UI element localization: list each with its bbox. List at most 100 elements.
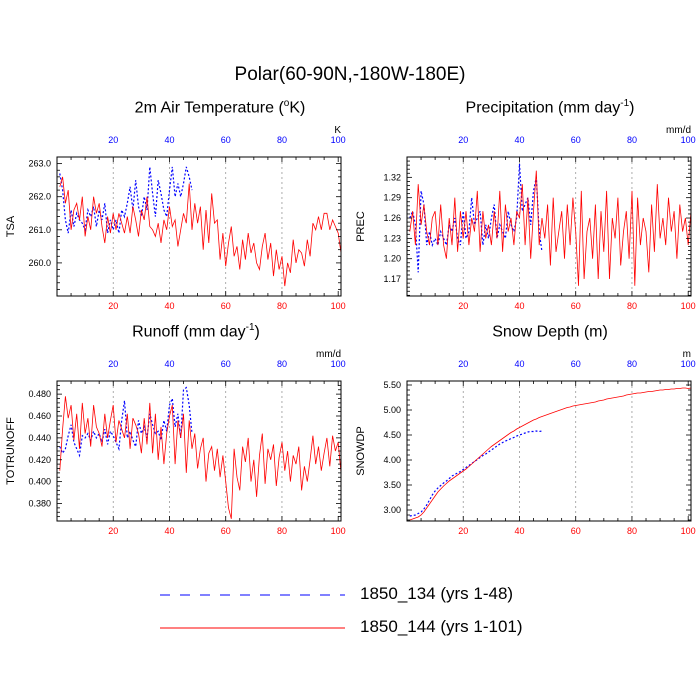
x-tick-label-top: 40 [164, 135, 174, 145]
x-tick-label: 80 [277, 526, 287, 536]
y-tick-label: 0.460 [28, 411, 51, 421]
y-axis-label: TSA [5, 215, 17, 237]
x-tick-label: 100 [681, 526, 696, 536]
y-tick-label: 5.00 [383, 405, 401, 415]
legend-label: 1850_134 (yrs 1-48) [360, 584, 514, 603]
legend [160, 594, 345, 629]
x-tick-label-top: 40 [514, 135, 524, 145]
x-tick-label-top: 80 [277, 135, 287, 145]
panel-title-snow-depth: Snow Depth (m) [440, 322, 660, 341]
y-tick-label: 5.50 [383, 380, 401, 390]
chart-panel-prec: 2020404060608080100100mm/d1.321.291.261.… [355, 125, 696, 311]
x-tick-label-top: 60 [571, 359, 581, 369]
panel-title-temperature: 2m Air Temperature (oK) [110, 98, 330, 117]
y-tick-label: 1.29 [383, 193, 401, 203]
x-tick-label: 40 [164, 526, 174, 536]
legend-entry-1850-134: 1850_134 (yrs 1-48) [360, 584, 513, 604]
panel-title-tail: ) [629, 99, 635, 117]
x-tick-label-top: 100 [331, 359, 346, 369]
x-tick-label-top: 20 [458, 135, 468, 145]
y-tick-label: 0.400 [28, 477, 51, 487]
y-tick-label: 0.480 [28, 389, 51, 399]
y-tick-label: 1.32 [383, 172, 401, 182]
x-tick-label-top: 100 [681, 135, 696, 145]
y-axis-label: SNOWDP [355, 426, 367, 476]
y-tick-label: 3.50 [383, 480, 401, 490]
x-tick-label: 100 [331, 301, 346, 311]
panel-title-superscript: -1 [245, 322, 255, 333]
x-tick-label: 60 [221, 301, 231, 311]
y-axis-label: PREC [355, 211, 367, 242]
panel-title-tail: K) [289, 99, 306, 117]
y-axis-label: TOTRUNOFF [5, 417, 17, 485]
x-tick-label: 20 [108, 526, 118, 536]
panel-title-superscript: -1 [620, 98, 630, 109]
x-tick-label: 20 [458, 526, 468, 536]
chart-panel-totrunoff: 2020404060608080100100mm/d0.4800.4600.44… [5, 349, 346, 536]
x-tick-label: 40 [514, 526, 524, 536]
y-tick-label: 260.0 [28, 258, 51, 268]
panel-title-precipitation: Precipitation (mm day-1) [440, 98, 660, 117]
x-tick-label-top: 100 [681, 359, 696, 369]
main-title: Polar(60-90N,-180W-180E) [234, 64, 466, 85]
y-tick-label: 1.17 [383, 274, 401, 284]
y-tick-label: 1.26 [383, 213, 401, 223]
series-line-1850-144 [409, 387, 692, 521]
y-tick-label: 0.440 [28, 433, 51, 443]
plot-frame [56, 156, 342, 297]
x-tick-label-top: 80 [627, 359, 637, 369]
y-tick-label: 4.00 [383, 455, 401, 465]
x-tick-label-top: 60 [221, 359, 231, 369]
x-tick-label-top: 40 [514, 359, 524, 369]
x-tick-label: 20 [108, 301, 118, 311]
panel-title-text: 2m Air Temperature ( [134, 99, 284, 117]
x-tick-label-top: 80 [627, 135, 637, 145]
y-tick-label: 262.0 [28, 192, 51, 202]
x-tick-label: 40 [164, 301, 174, 311]
series-line-1850-134 [59, 386, 193, 458]
x-tick-label-top: 40 [164, 359, 174, 369]
chart-panel-snowdp: 2020404060608080100100m5.505.004.504.003… [355, 349, 696, 536]
y-tick-label: 1.20 [383, 254, 401, 264]
panel-title-text: Runoff (mm day [132, 323, 246, 341]
x-tick-label: 80 [277, 301, 287, 311]
series-line-1850-134 [409, 163, 543, 273]
x-tick-label: 60 [221, 526, 231, 536]
x-tick-label-top: 80 [277, 359, 287, 369]
x-tick-label-top: 100 [331, 135, 346, 145]
top-axis-unit: mm/d [316, 349, 341, 360]
panel-title-tail: ) [254, 323, 260, 341]
y-tick-label: 0.420 [28, 455, 51, 465]
series-line-1850-144 [59, 396, 342, 519]
panel-title-text: Snow Depth (m) [492, 323, 608, 341]
y-tick-label: 263.0 [28, 159, 51, 169]
y-tick-label: 4.50 [383, 430, 401, 440]
x-tick-label-top: 60 [571, 135, 581, 145]
x-tick-label: 80 [627, 301, 637, 311]
x-tick-label-top: 20 [108, 135, 118, 145]
x-tick-label-top: 20 [108, 359, 118, 369]
y-tick-label: 0.380 [28, 499, 51, 509]
x-tick-label: 100 [681, 301, 696, 311]
x-tick-label: 60 [571, 301, 581, 311]
plot-frame [406, 380, 692, 522]
series-line-1850-144 [409, 170, 692, 286]
x-tick-label-top: 60 [221, 135, 231, 145]
x-tick-label: 40 [514, 301, 524, 311]
x-tick-label: 20 [458, 301, 468, 311]
x-tick-label-top: 20 [458, 359, 468, 369]
top-axis-unit: K [334, 125, 341, 136]
x-tick-label: 100 [331, 526, 346, 536]
top-axis-unit: mm/d [666, 125, 691, 136]
top-axis-unit: m [683, 349, 691, 360]
legend-label: 1850_144 (yrs 1-101) [360, 617, 523, 636]
chart-panel-tsa: 2020404060608080100100K263.0262.0261.026… [5, 125, 346, 311]
y-tick-label: 3.00 [383, 505, 401, 515]
series-line-1850-134 [59, 166, 193, 234]
panel-title-text: Precipitation (mm day [465, 99, 621, 117]
panel-title-superscript: o [283, 98, 290, 109]
panel-title-runoff: Runoff (mm day-1) [86, 322, 306, 341]
y-tick-label: 261.0 [28, 225, 51, 235]
y-tick-label: 1.23 [383, 233, 401, 243]
